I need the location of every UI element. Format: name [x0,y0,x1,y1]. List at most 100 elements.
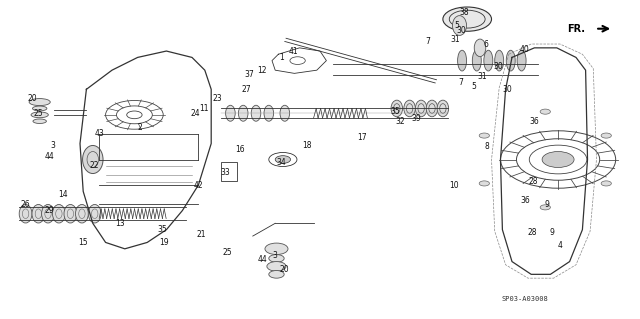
Circle shape [275,156,291,163]
Text: 41: 41 [288,47,298,56]
Text: 10: 10 [449,181,460,189]
Circle shape [265,243,288,255]
Circle shape [267,262,286,271]
Text: SP03-A03008: SP03-A03008 [501,296,548,302]
Ellipse shape [83,145,103,174]
Text: 28: 28 [528,228,537,237]
Text: 15: 15 [78,238,88,247]
Ellipse shape [88,204,101,223]
Circle shape [540,109,550,114]
Ellipse shape [517,50,526,71]
Circle shape [601,133,611,138]
Text: 25: 25 [222,248,232,256]
Ellipse shape [32,204,45,223]
Ellipse shape [280,105,290,121]
Ellipse shape [33,119,46,123]
Ellipse shape [391,100,403,117]
Text: 37: 37 [244,70,255,79]
Circle shape [269,255,284,262]
Text: 42: 42 [193,181,204,189]
Text: 1: 1 [279,53,284,62]
Text: 39: 39 [411,114,421,122]
Ellipse shape [29,99,51,106]
Text: 33: 33 [220,168,230,177]
Text: 5: 5 [471,82,476,91]
Text: 44: 44 [45,152,55,161]
Text: 30: 30 [456,26,466,35]
Text: 26: 26 [20,200,31,209]
Text: 20: 20 [27,94,37,103]
Text: 24: 24 [190,109,200,118]
Ellipse shape [251,105,261,121]
Ellipse shape [404,100,415,117]
Text: 35: 35 [157,225,167,234]
Text: 11: 11 [199,104,208,113]
Text: 43: 43 [94,130,104,138]
Text: 30: 30 [502,85,513,94]
Text: 36: 36 [520,197,530,205]
Text: 25: 25 [33,109,44,118]
Ellipse shape [472,50,481,71]
Ellipse shape [64,204,77,223]
Text: 34: 34 [276,158,287,167]
Text: 9: 9 [549,228,554,237]
Text: 22: 22 [90,161,99,170]
Text: 6: 6 [484,40,489,49]
Text: 28: 28 [529,177,538,186]
Circle shape [443,7,492,31]
Ellipse shape [42,204,54,223]
Text: 16: 16 [235,145,245,154]
Text: 21: 21 [197,230,206,239]
Text: 7: 7 [425,37,430,46]
Ellipse shape [19,204,32,223]
Text: 40: 40 [520,45,530,54]
Text: 17: 17 [356,133,367,142]
Circle shape [601,181,611,186]
Text: 9: 9 [545,200,550,209]
Text: 13: 13 [115,219,125,228]
Text: 35: 35 [390,107,401,116]
Text: 38: 38 [459,8,469,17]
Circle shape [540,205,550,210]
Ellipse shape [506,50,515,71]
Ellipse shape [426,100,438,117]
Ellipse shape [33,106,47,111]
Ellipse shape [52,204,65,223]
Text: 31: 31 [477,72,487,81]
Text: FR.: FR. [568,24,586,34]
Text: 20: 20 [280,265,290,274]
Ellipse shape [437,100,449,117]
Text: 5: 5 [454,21,459,30]
Ellipse shape [264,105,274,121]
Text: 31: 31 [451,35,461,44]
Text: 29: 29 [44,206,54,215]
Text: 27: 27 [241,85,252,94]
Text: 3: 3 [273,251,278,260]
Ellipse shape [458,50,467,71]
Text: 18: 18 [303,141,312,150]
Text: 2: 2 [137,123,142,132]
Ellipse shape [484,50,493,71]
Text: 7: 7 [458,78,463,87]
Ellipse shape [225,105,236,121]
Text: 30: 30 [493,63,503,71]
Text: 36: 36 [529,117,540,126]
Text: 19: 19 [159,238,169,247]
Circle shape [479,133,490,138]
Text: 23: 23 [212,94,223,103]
Text: 14: 14 [58,190,68,199]
Text: 12: 12 [258,66,267,75]
Ellipse shape [452,16,467,35]
Text: 3: 3 [50,141,55,150]
Circle shape [269,271,284,278]
Ellipse shape [238,105,248,121]
Circle shape [479,181,490,186]
Ellipse shape [76,204,88,223]
Ellipse shape [495,50,504,71]
Text: 4: 4 [557,241,563,250]
Ellipse shape [31,112,49,118]
Text: 8: 8 [484,142,489,151]
Ellipse shape [474,39,486,57]
Circle shape [542,152,574,167]
Text: 32: 32 [396,117,406,126]
